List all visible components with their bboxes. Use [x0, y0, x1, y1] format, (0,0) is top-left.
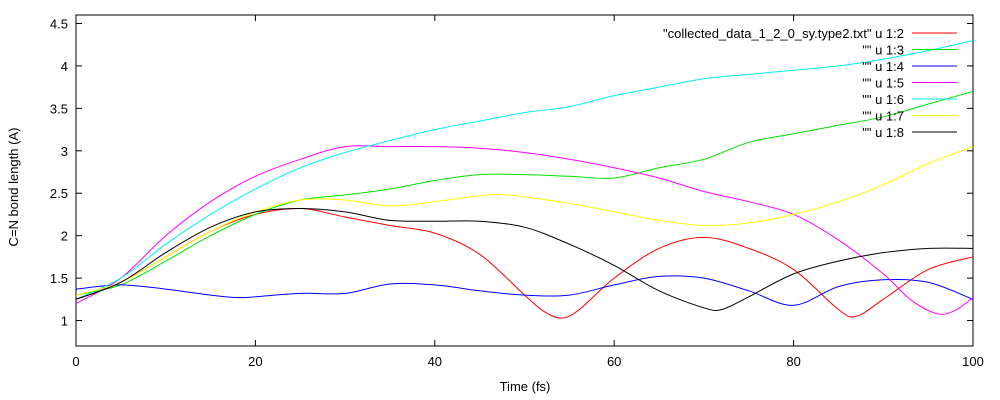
x-tick-label: 40: [428, 354, 442, 369]
series-line-4: [76, 145, 973, 315]
series-line-3: [76, 275, 973, 306]
y-tick-label: 2: [61, 229, 68, 244]
x-axis-label: Time (fs): [500, 379, 551, 394]
y-tick-label: 1.5: [50, 271, 68, 286]
y-tick-label: 2.5: [50, 186, 68, 201]
series-line-5: [76, 40, 973, 300]
series-line-1: [76, 207, 973, 319]
x-tick-label: 0: [72, 354, 79, 369]
x-tick-label: 100: [962, 354, 984, 369]
legend-label-5: "" u 1:6: [862, 92, 904, 107]
legend-label-1: "collected_data_1_2_0_sy.type2.txt" u 1:…: [663, 26, 904, 41]
y-tick-label: 3.5: [50, 101, 68, 116]
x-tick-label: 80: [786, 354, 800, 369]
series-line-2: [76, 90, 973, 296]
legend: "collected_data_1_2_0_sy.type2.txt" u 1:…: [663, 26, 957, 140]
x-axis: 0 20 40 60 80 100: [72, 15, 984, 369]
series-lines: [76, 40, 973, 319]
legend-label-3: "" u 1:4: [862, 59, 904, 74]
y-tick-label: 1: [61, 314, 68, 329]
y-axis-label: C=N bond length (A): [6, 128, 21, 247]
y-tick-label: 3: [61, 144, 68, 159]
x-tick-label: 20: [248, 354, 262, 369]
y-tick-label: 4.5: [50, 16, 68, 31]
series-line-7: [76, 207, 973, 312]
series-line-6: [76, 146, 973, 296]
y-tick-label: 4: [61, 59, 68, 74]
plot-frame: [75, 14, 974, 347]
x-tick-label: 60: [607, 354, 621, 369]
legend-label-7: "" u 1:8: [862, 125, 904, 140]
legend-label-2: "" u 1:3: [862, 43, 904, 58]
plot-area: [75, 14, 974, 347]
legend-label-4: "" u 1:5: [862, 76, 904, 91]
y-axis: 1 1.5 2 2.5 3 3.5 4 4.5: [50, 16, 973, 329]
legend-label-6: "" u 1:7: [862, 109, 904, 124]
